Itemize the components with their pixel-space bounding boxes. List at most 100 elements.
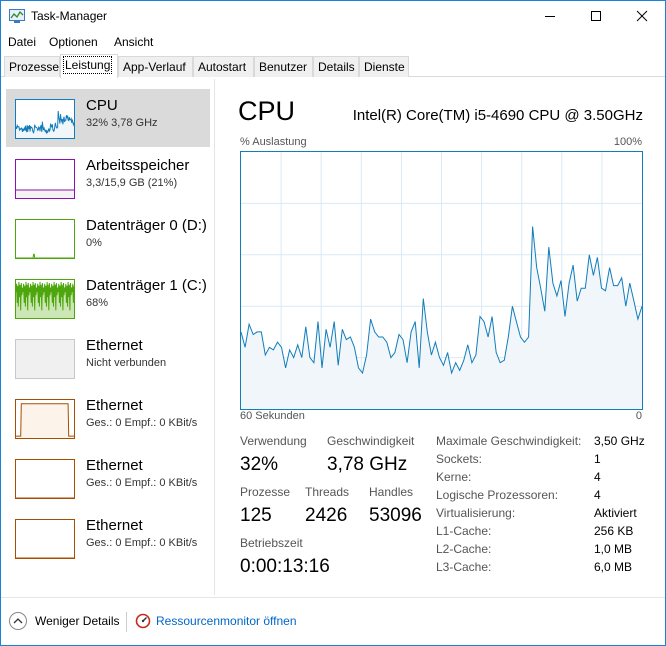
mini-graph-line (16, 281, 74, 311)
minimize-button[interactable] (527, 1, 573, 31)
mini-graph-area (16, 403, 74, 438)
title-bar[interactable]: Task-Manager (1, 1, 665, 31)
maximize-button[interactable] (573, 1, 619, 31)
menu-bar: Datei Optionen Ansicht (1, 32, 665, 52)
sidebar-item-detail: 32% 3,78 GHz (86, 117, 158, 129)
ethernet-4-mini-graph (15, 519, 75, 559)
footer-bar: Weniger Details Ressourcenmonitor öffnen (1, 597, 665, 645)
sidebar-item-detail: Nicht verbunden (86, 357, 167, 369)
menu-optionen[interactable]: Optionen (49, 35, 98, 49)
spec-value: 3,50 GHz (594, 434, 645, 448)
speed-label: Geschwindigkeit (327, 434, 415, 448)
mini-graph-svg (16, 281, 74, 318)
sidebar-item-detail: Ges.: 0 Empf.: 0 KBit/s (86, 417, 198, 429)
mini-graph-area (16, 111, 74, 138)
tab-bar: Prozesse Leistung App-Verlauf Autostart … (1, 54, 665, 78)
uptime-label: Betriebszeit (240, 536, 303, 550)
processes-value: 125 (240, 505, 272, 526)
footer-divider (126, 612, 127, 632)
speed-value: 3,78 GHz (327, 454, 408, 475)
cpu-graph-svg (241, 152, 642, 409)
mini-graph-svg (16, 253, 74, 258)
sidebar-item-memory[interactable]: Arbeitsspeicher 3,3/15,9 GB (21%) (6, 149, 210, 207)
sidebar-item-disk-0[interactable]: Datenträger 0 (D:) 0% (6, 209, 210, 267)
disk-1-mini-graph (15, 279, 75, 319)
spec-label: Kerne: (436, 470, 472, 484)
sidebar-item-ethernet-4[interactable]: Ethernet Ges.: 0 Empf.: 0 KBit/s (6, 509, 210, 567)
sidebar-item-ethernet-3[interactable]: Ethernet Ges.: 0 Empf.: 0 KBit/s (6, 449, 210, 507)
mini-graph-line (16, 253, 74, 258)
cpu-detail-panel: CPU Intel(R) Core(TM) i5-4690 CPU @ 3.50… (216, 79, 665, 595)
cpu-model: Intel(R) Core(TM) i5-4690 CPU @ 3.50GHz (352, 107, 643, 124)
sidebar-item-disk-1[interactable]: Datenträger 1 (C:) 68% (6, 269, 210, 327)
tab-app-verlauf[interactable]: App-Verlauf (118, 56, 193, 77)
usage-label: Verwendung (240, 434, 307, 448)
cpu-graph-line (241, 226, 642, 375)
cpu-mini-graph (15, 99, 75, 139)
menu-ansicht[interactable]: Ansicht (114, 35, 154, 49)
spec-label: Sockets: (436, 452, 483, 466)
sidebar-item-name: Ethernet (86, 517, 143, 534)
spec-value: 1,0 MB (594, 542, 633, 556)
memory-mini-graph (15, 159, 75, 199)
mini-graph-svg (16, 189, 74, 198)
sidebar-item-name: Ethernet (86, 397, 143, 414)
handles-value: 53096 (369, 505, 422, 526)
mini-graph-svg (16, 403, 74, 438)
handles-label: Handles (369, 485, 414, 499)
processes-label: Prozesse (240, 485, 291, 499)
tab-dienste[interactable]: Dienste (359, 56, 409, 77)
spec-value: 256 KB (594, 524, 634, 538)
sidebar-item-ethernet-1[interactable]: Ethernet Nicht verbunden (6, 329, 210, 387)
sidebar-item-detail: 0% (86, 237, 102, 249)
mini-graph-svg (16, 110, 74, 138)
cpu-usage-graph[interactable] (240, 151, 643, 410)
mini-graph-line (16, 110, 74, 135)
sidebar-item-name: Datenträger 1 (C:) (86, 277, 207, 294)
spec-label: Logische Prozessoren: (436, 488, 559, 502)
spec-label: L3-Cache: (436, 560, 492, 574)
mini-graph-svg (16, 557, 74, 558)
sidebar-item-name: Ethernet (86, 457, 143, 474)
tab-prozesse[interactable]: Prozesse (4, 56, 60, 77)
sidebar-item-name: Ethernet (86, 337, 143, 354)
menu-datei[interactable]: Datei (8, 35, 37, 49)
usage-value: 32% (240, 454, 279, 475)
sidebar-item-detail: 68% (86, 297, 109, 309)
ethernet-1-mini-graph (15, 339, 75, 379)
cpu-graph-area (241, 226, 642, 409)
tab-details[interactable]: Details (313, 56, 359, 77)
spec-value: 6,0 MB (594, 560, 633, 574)
resource-monitor-label: Ressourcenmonitor öffnen (156, 614, 297, 628)
sidebar-item-ethernet-2[interactable]: Ethernet Ges.: 0 Empf.: 0 KBit/s (6, 389, 210, 447)
spec-label: Virtualisierung: (436, 506, 516, 520)
page-title: CPU (238, 96, 296, 126)
spec-label: L1-Cache: (436, 524, 492, 538)
spec-value: 4 (594, 488, 601, 502)
spec-value: 1 (594, 452, 601, 466)
sidebar-item-detail: 3,3/15,9 GB (21%) (86, 177, 178, 189)
graph-time-label: 60 Sekunden (240, 410, 305, 422)
tab-autostart[interactable]: Autostart (193, 56, 254, 77)
sidebar-item-detail: Ges.: 0 Empf.: 0 KBit/s (86, 537, 198, 549)
threads-label: Threads (305, 485, 350, 499)
fewer-details-button[interactable]: Weniger Details (9, 612, 119, 630)
sidebar-item-name: CPU (86, 97, 118, 114)
spec-label: L2-Cache: (436, 542, 492, 556)
mini-graph-line (16, 403, 74, 437)
sidebar-item-cpu[interactable]: CPU 32% 3,78 GHz (6, 89, 210, 147)
sidebar-item-name: Arbeitsspeicher (86, 157, 190, 174)
close-button[interactable] (619, 1, 665, 31)
spec-value: 4 (594, 470, 601, 484)
chevron-up-icon (9, 612, 27, 630)
graph-y-max: 100% (613, 136, 642, 148)
mini-graph-area (16, 190, 74, 198)
close-icon (636, 10, 648, 22)
tab-benutzer[interactable]: Benutzer (254, 56, 313, 77)
tab-leistung[interactable]: Leistung (60, 54, 118, 78)
resource-monitor-link[interactable]: Ressourcenmonitor öffnen (135, 613, 297, 629)
task-manager-icon (9, 9, 25, 23)
maximize-icon (591, 11, 601, 21)
sidebar-item-detail: Ges.: 0 Empf.: 0 KBit/s (86, 477, 198, 489)
